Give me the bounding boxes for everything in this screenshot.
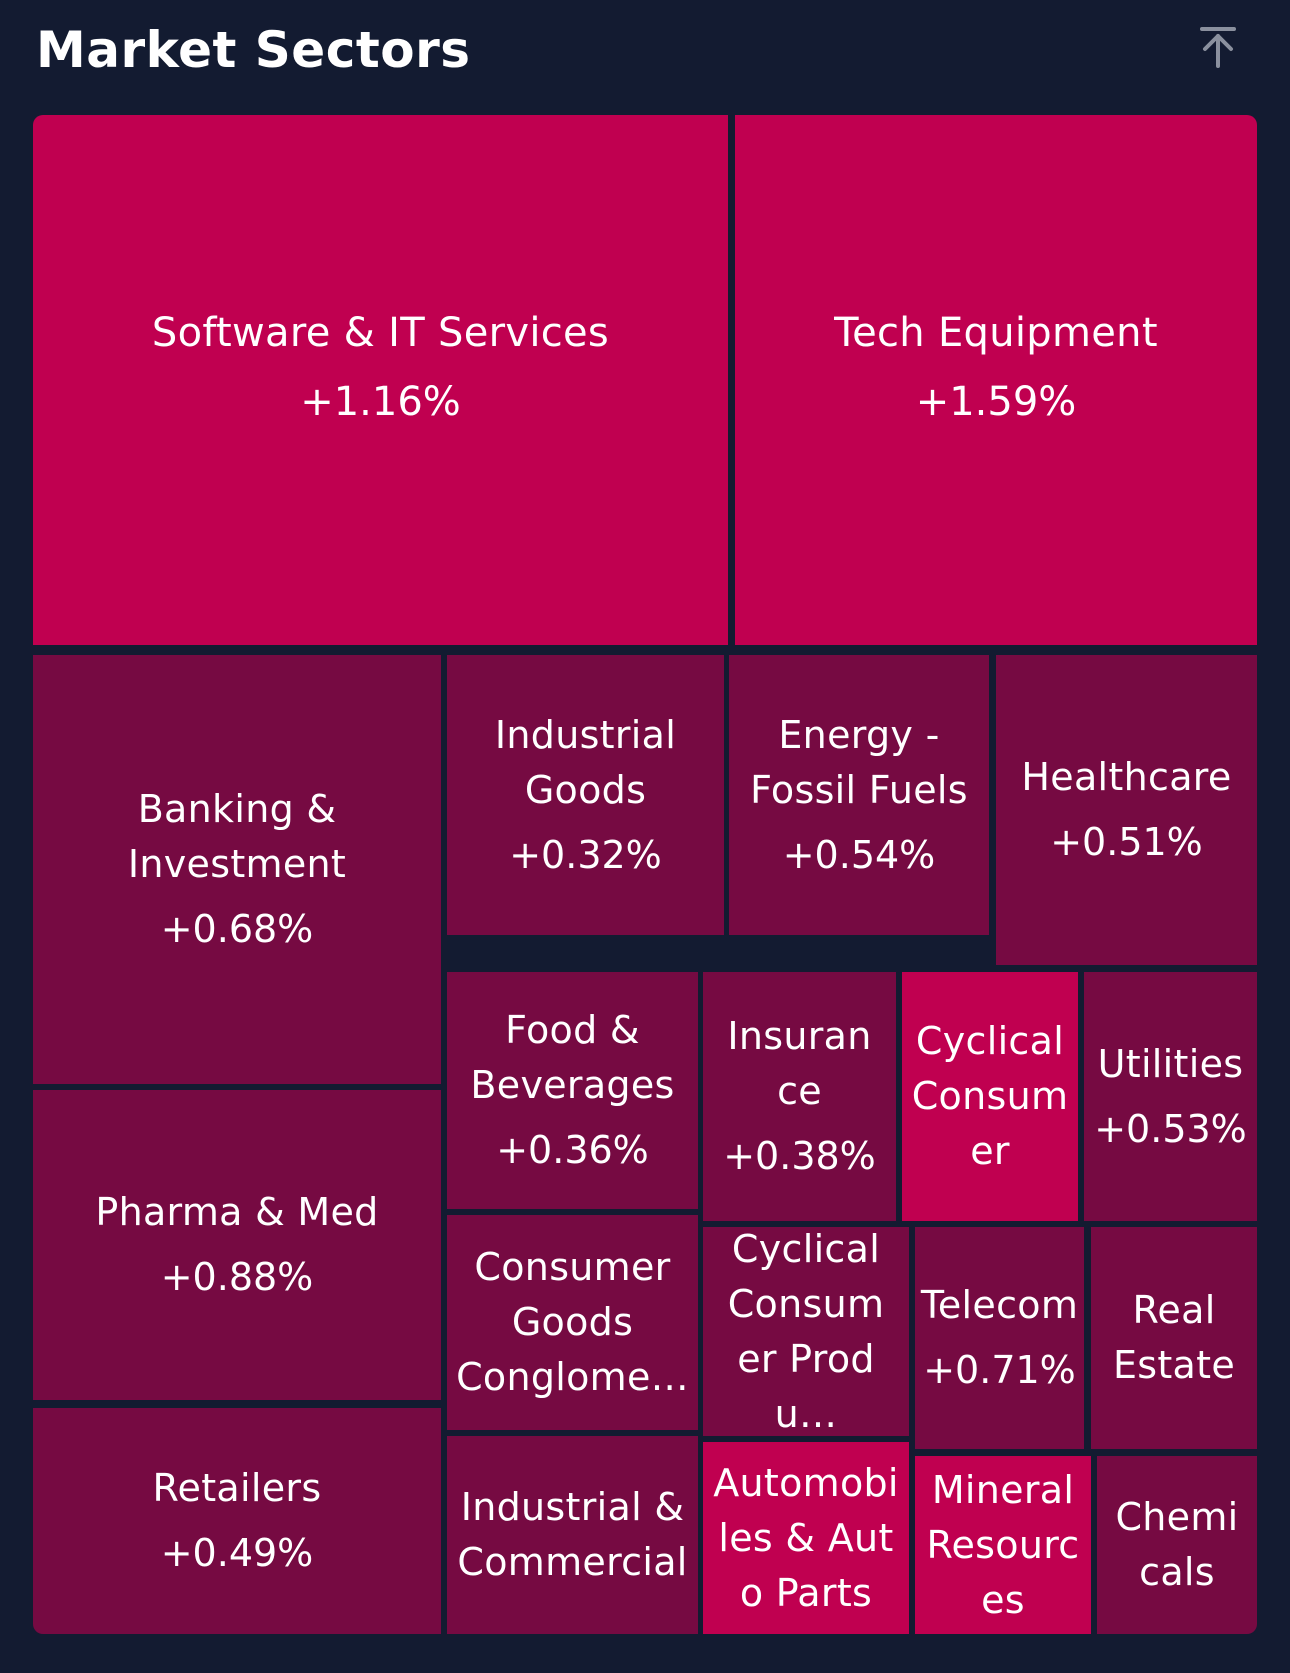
tile-food-beverages[interactable]: Food & Beverages +0.36% xyxy=(447,972,698,1209)
tile-cyclical-consumer[interactable]: Cyclical Consumer xyxy=(902,972,1078,1221)
sector-name: Consumer Goods Conglome… xyxy=(456,1245,689,1399)
sector-name: Food & Beverages xyxy=(470,1008,675,1107)
sector-name: Tech Equipment xyxy=(834,309,1158,356)
sector-change: +0.32% xyxy=(509,832,662,877)
sector-change: +0.68% xyxy=(160,907,314,951)
sector-name: Pharma & Med xyxy=(95,1190,379,1234)
tile-consumer-goods-conglomerates[interactable]: Consumer Goods Conglome… xyxy=(447,1215,698,1430)
sector-name: Industrial Goods xyxy=(494,712,677,812)
sector-name: Cyclical Consumer xyxy=(911,1019,1069,1173)
sector-name: Software & IT Services xyxy=(151,309,610,356)
tile-industrial-goods[interactable]: Industrial Goods +0.32% xyxy=(447,655,724,935)
sector-name: Insurance xyxy=(727,1014,872,1113)
sector-change: +1.59% xyxy=(915,378,1077,425)
sector-name: Energy - Fossil Fuels xyxy=(750,712,968,812)
sector-name: Automobiles & Auto Parts xyxy=(713,1460,899,1615)
sector-change: +0.38% xyxy=(723,1134,876,1178)
page-title: Market Sectors xyxy=(36,21,471,79)
sector-change: +1.16% xyxy=(300,378,461,425)
sector-name: Utilities xyxy=(1097,1041,1244,1086)
tile-utilities[interactable]: Utilities +0.53% xyxy=(1084,972,1257,1221)
tile-tech-equipment[interactable]: Tech Equipment +1.59% xyxy=(735,115,1257,645)
tile-mineral-resources[interactable]: Mineral Resources xyxy=(915,1456,1091,1634)
sector-name: Industrial & Commercial xyxy=(457,1485,688,1584)
tile-healthcare[interactable]: Healthcare +0.51% xyxy=(996,655,1257,965)
sector-name: Banking & Investment xyxy=(127,787,347,886)
sector-change: +0.54% xyxy=(782,832,936,877)
tile-chemicals[interactable]: Chemicals xyxy=(1097,1456,1257,1634)
tile-insurance[interactable]: Insurance +0.38% xyxy=(703,972,896,1221)
sector-change: +0.53% xyxy=(1094,1106,1247,1151)
tile-cyclical-consumer-products[interactable]: Cyclical Consumer Produ… xyxy=(703,1227,909,1436)
sector-change: +0.51% xyxy=(1050,820,1203,864)
sector-name: Telecom xyxy=(920,1283,1079,1327)
tile-banking-investment[interactable]: Banking & Investment +0.68% xyxy=(33,655,441,1084)
tile-real-estate[interactable]: Real Estate xyxy=(1091,1227,1257,1449)
sector-name: Cyclical Consumer Produ… xyxy=(727,1227,885,1436)
sector-change: +0.71% xyxy=(923,1348,1076,1392)
collapse-up-icon xyxy=(1200,27,1236,68)
sector-name: Chemicals xyxy=(1115,1495,1239,1594)
sector-change: +0.36% xyxy=(496,1128,649,1172)
tile-energy-fossil-fuels[interactable]: Energy - Fossil Fuels +0.54% xyxy=(729,655,989,935)
sector-name: Healthcare xyxy=(1021,755,1232,799)
sector-change: +0.88% xyxy=(160,1255,314,1299)
sector-name: Real Estate xyxy=(1112,1288,1236,1387)
sector-name: Mineral Resources xyxy=(926,1467,1080,1622)
tile-software-it-services[interactable]: Software & IT Services +1.16% xyxy=(33,115,728,645)
tile-industrial-commercial[interactable]: Industrial & Commercial xyxy=(447,1436,698,1634)
tile-pharma-med[interactable]: Pharma & Med +0.88% xyxy=(33,1090,441,1400)
sector-change: +0.49% xyxy=(160,1531,314,1575)
tile-retailers[interactable]: Retailers +0.49% xyxy=(33,1408,441,1634)
tile-automobiles-auto-parts[interactable]: Automobiles & Auto Parts xyxy=(703,1442,909,1634)
tile-telecom[interactable]: Telecom +0.71% xyxy=(915,1227,1084,1449)
sector-name: Retailers xyxy=(152,1466,322,1510)
collapse-button[interactable] xyxy=(1190,18,1246,74)
